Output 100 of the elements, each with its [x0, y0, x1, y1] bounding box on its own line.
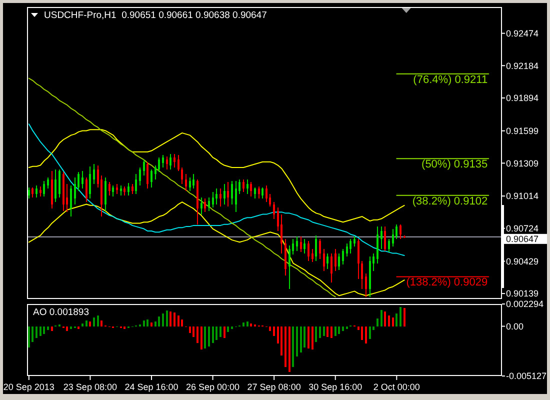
candlestick	[120, 184, 122, 196]
bar	[50, 326, 53, 332]
candlestick	[223, 184, 226, 205]
bar	[39, 326, 42, 336]
bar	[219, 326, 222, 337]
line-series	[28, 78, 336, 298]
candlestick	[334, 248, 336, 272]
bar	[326, 326, 329, 337]
bar	[66, 326, 68, 332]
bar	[188, 326, 191, 334]
candlestick	[192, 174, 195, 190]
bar	[384, 312, 386, 326]
candlestick	[70, 184, 72, 218]
y-tick-label: 0.00	[506, 321, 524, 332]
x-tick-label: 27 Sep 08:00	[247, 382, 301, 392]
candlestick	[230, 180, 233, 205]
candlestick	[104, 177, 107, 212]
candlestick	[357, 238, 360, 280]
candlestick	[177, 154, 180, 172]
bar	[158, 316, 160, 326]
bar	[223, 326, 226, 338]
bar	[242, 322, 244, 326]
candlestick	[184, 174, 187, 192]
bar	[273, 326, 276, 336]
candlestick	[74, 177, 76, 205]
bar	[308, 326, 310, 349]
bar	[311, 326, 314, 350]
annotation: (38.2%) 0.9102	[412, 195, 488, 208]
candlestick	[322, 248, 325, 272]
candlestick	[135, 174, 138, 195]
chart-title: AO 0.001893	[33, 307, 89, 318]
y-tick-label: 0.92474	[506, 28, 539, 38]
candlestick	[128, 182, 130, 196]
annotation: (76.4%) 0.9211	[413, 74, 488, 86]
candlestick	[388, 238, 390, 253]
bar	[216, 326, 218, 340]
candlestick	[246, 179, 248, 195]
candlestick	[350, 238, 352, 254]
candlestick	[273, 202, 276, 220]
bar	[142, 320, 145, 326]
candlestick	[330, 252, 333, 283]
bar	[250, 323, 252, 326]
candlestick	[288, 245, 290, 290]
bar	[403, 308, 406, 326]
bar	[208, 326, 210, 347]
candlestick	[82, 170, 84, 190]
bar	[246, 321, 248, 326]
candlestick	[216, 188, 218, 205]
candlestick	[242, 179, 244, 193]
candlestick	[93, 164, 96, 185]
candlestick	[250, 181, 252, 197]
x-tick-label: 24 Sep 16:00	[124, 382, 178, 392]
bar	[368, 326, 371, 339]
ref-line-label: 0.90647	[506, 234, 539, 244]
candlestick	[262, 187, 264, 200]
candlestick	[311, 248, 314, 263]
bar	[100, 320, 103, 326]
candlestick	[43, 180, 46, 197]
candlestick	[89, 166, 92, 200]
candlestick	[116, 184, 118, 195]
candlestick	[254, 187, 256, 200]
candlestick	[170, 154, 172, 170]
bar	[181, 319, 184, 326]
bar	[173, 312, 176, 326]
x-tick-label: 26 Sep 00:00	[186, 382, 240, 392]
candlestick	[36, 184, 38, 198]
candlestick	[188, 177, 191, 192]
y-tick-label: -0.005127	[506, 371, 547, 382]
bar	[89, 321, 92, 326]
candlestick	[142, 159, 145, 176]
y-tick-label: 0.90139	[506, 288, 539, 299]
candlestick	[319, 238, 322, 260]
bar	[36, 326, 38, 338]
candlestick	[315, 234, 318, 262]
candlestick	[212, 192, 214, 208]
candlestick	[234, 180, 237, 213]
candlestick	[166, 156, 168, 170]
candlestick	[219, 188, 222, 207]
bar	[292, 326, 294, 368]
x-tick-label: 20 Sep 2013	[3, 382, 54, 392]
bar	[269, 326, 272, 332]
bar	[330, 326, 333, 338]
bar	[170, 312, 172, 326]
candlestick	[304, 238, 306, 254]
candlestick	[47, 177, 50, 190]
candlestick	[200, 197, 202, 215]
bar	[399, 306, 402, 326]
line-series	[28, 129, 405, 223]
bar	[212, 326, 214, 343]
line-series	[28, 124, 405, 256]
candlestick	[258, 186, 260, 200]
y-tick-label: 0.92184	[506, 60, 539, 71]
y-tick-label: 0.91309	[506, 158, 539, 168]
candlestick	[108, 181, 110, 196]
bar	[338, 326, 340, 334]
bar	[365, 326, 368, 344]
bar	[227, 326, 230, 332]
bar	[146, 319, 149, 326]
candlestick	[326, 252, 329, 270]
candlestick	[296, 236, 298, 252]
